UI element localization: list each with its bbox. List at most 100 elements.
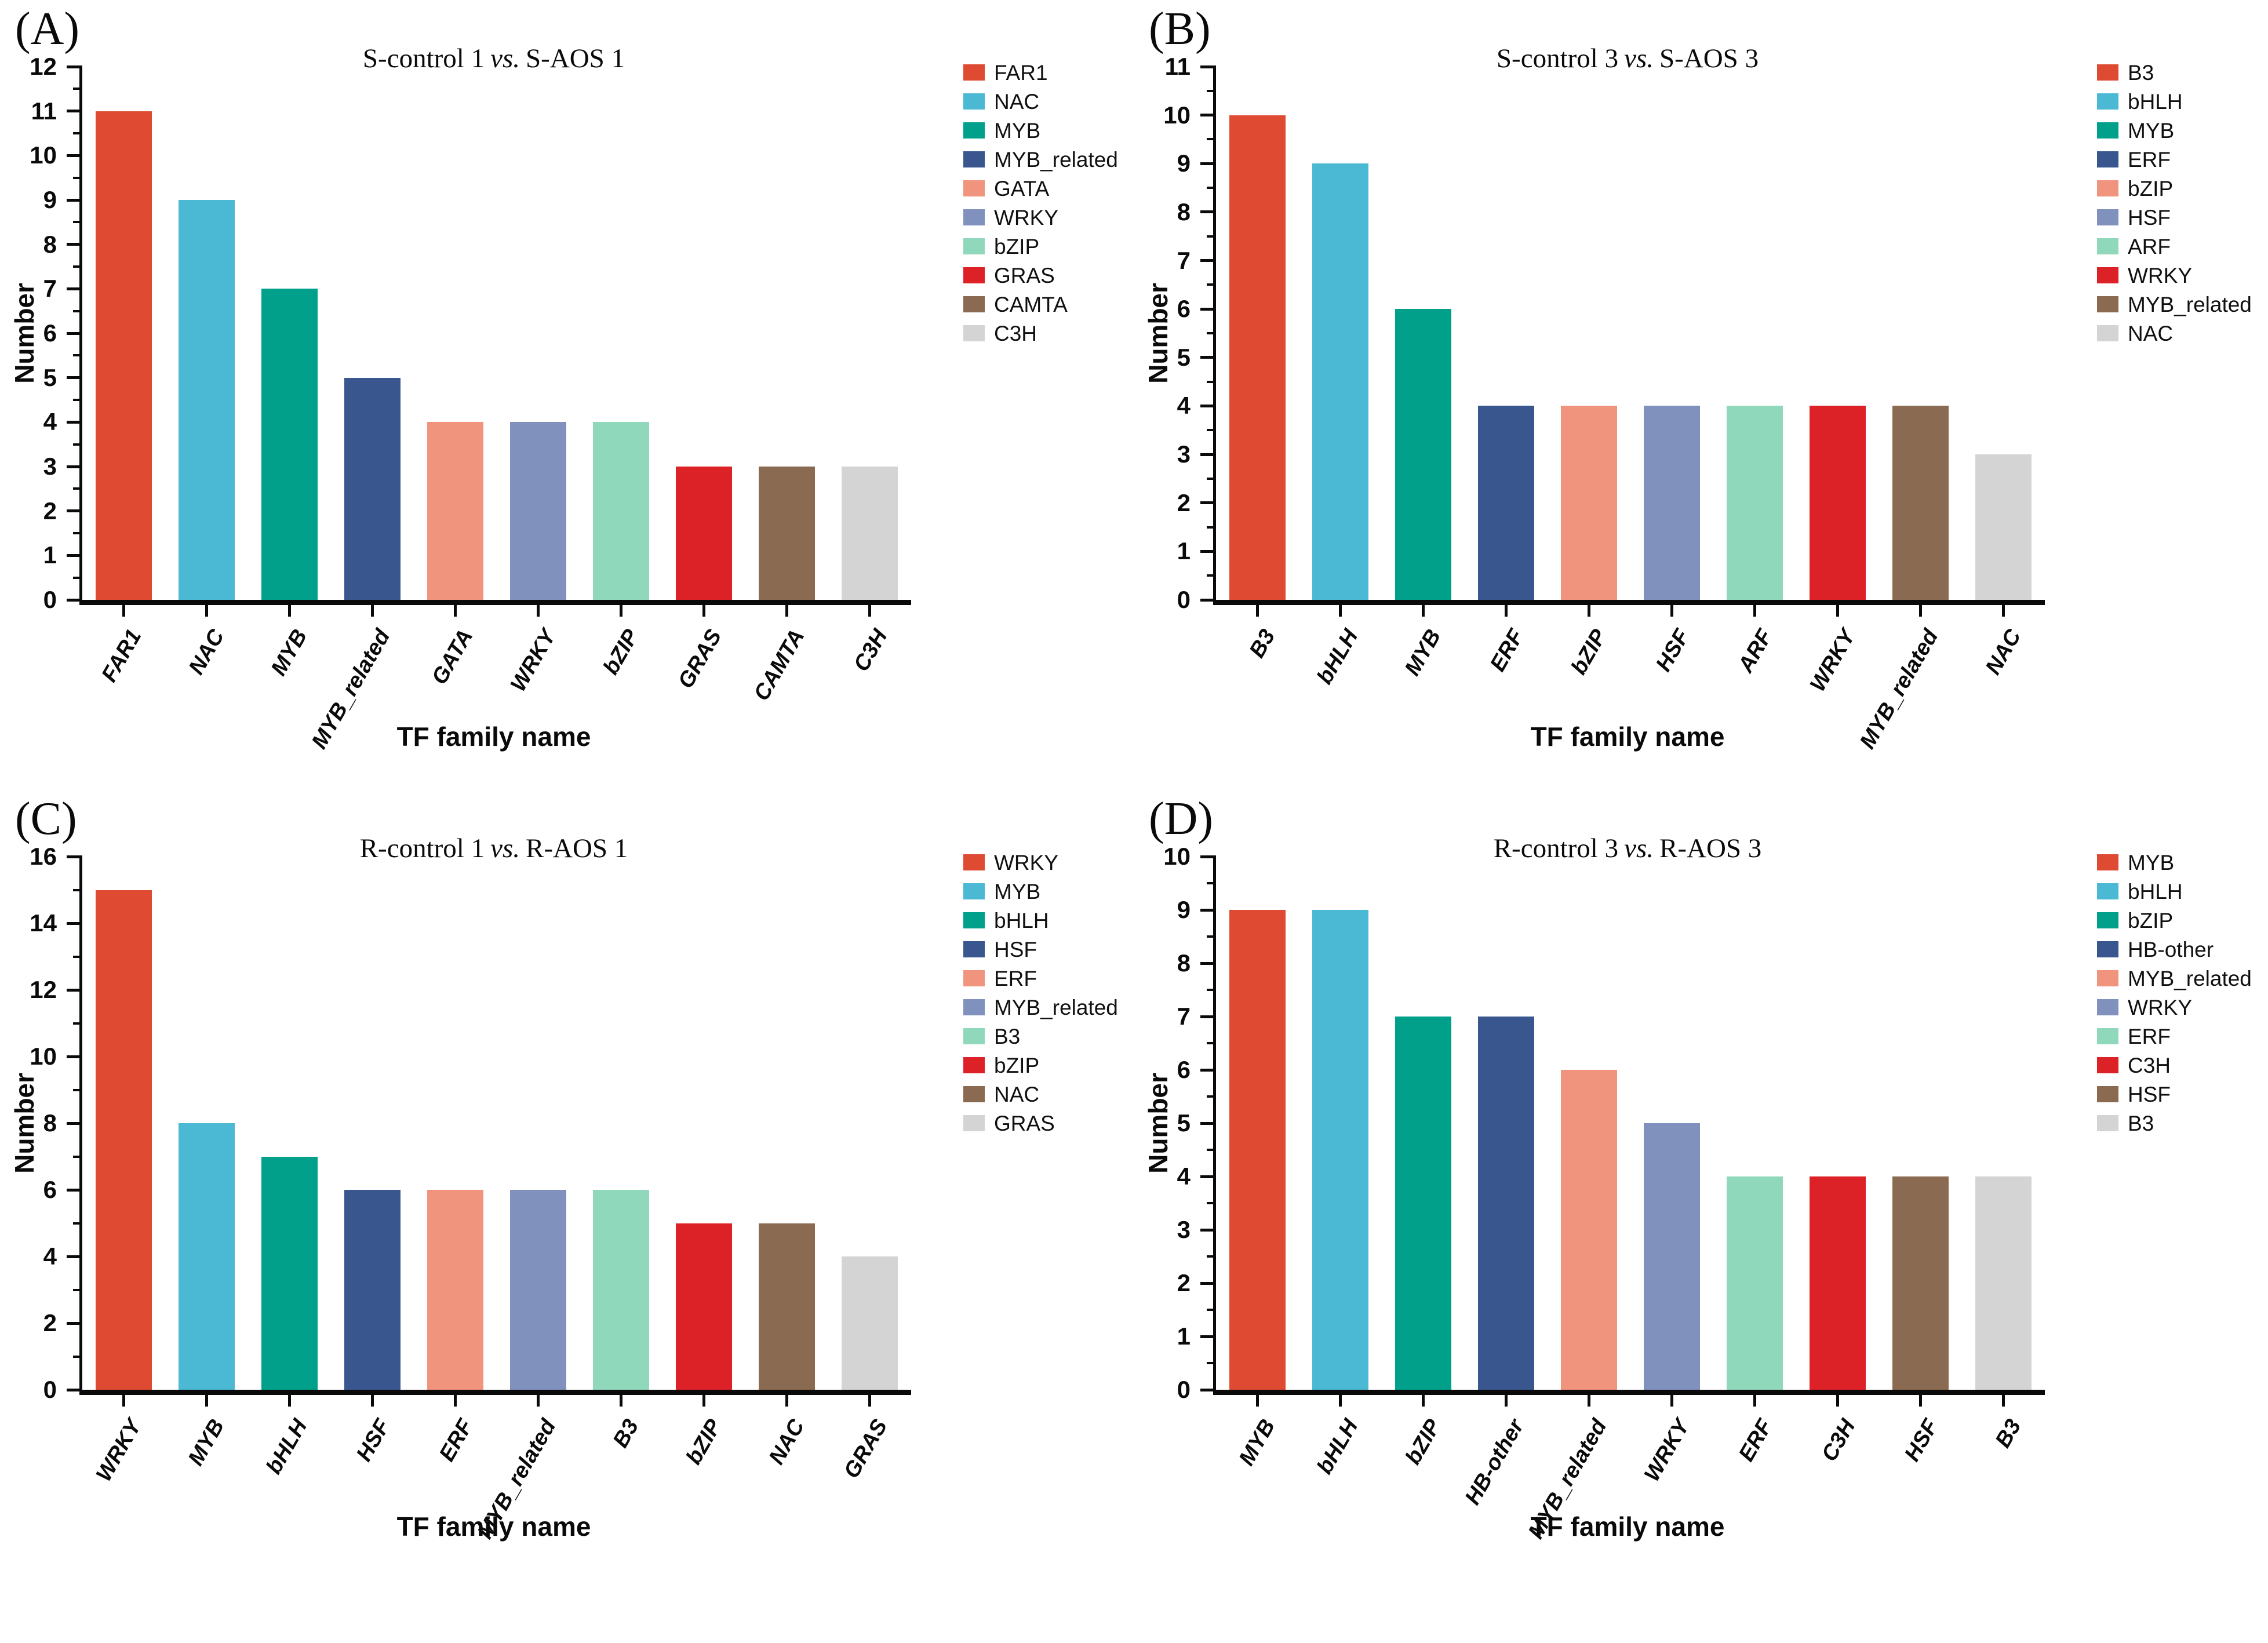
y-minor-tick (1207, 235, 1216, 238)
x-axis-label: TF family name (1530, 1511, 1725, 1542)
y-major-tick (67, 420, 82, 424)
bar-NAC (1975, 454, 2032, 600)
x-axis-label: TF family name (1530, 722, 1725, 752)
bar-WRKY (96, 890, 152, 1390)
y-tick-label: 2 (43, 497, 57, 524)
y-major-tick (1200, 1281, 1216, 1285)
legend-item-WRKY: WRKY (2097, 993, 2252, 1022)
legend-label: NAC (994, 89, 1040, 114)
x-tick (1919, 1395, 1922, 1407)
x-tick (2002, 605, 2005, 617)
x-tick (2002, 1395, 2005, 1407)
y-minor-tick (1207, 935, 1216, 938)
title-left: S-control 3 (1496, 43, 1619, 74)
bar-MYB_related (344, 377, 401, 600)
x-tick (122, 605, 125, 617)
y-minor-tick (73, 955, 82, 958)
legend-item-CAMTA: CAMTA (963, 290, 1118, 319)
y-major-tick (67, 331, 82, 335)
legend-item-B3: B3 (2097, 58, 2252, 87)
x-tick (205, 605, 208, 617)
title-left: R-control 3 (1493, 833, 1619, 864)
y-major-tick (1200, 501, 1216, 505)
bar-bZIP (1395, 1017, 1451, 1390)
y-tick-label: 6 (1177, 1056, 1191, 1083)
y-major-tick (1200, 908, 1216, 912)
bar-bHLH (261, 1156, 318, 1390)
y-tick-label: 4 (43, 1243, 57, 1270)
bar-CAMTA (759, 467, 815, 600)
legend-item-B3: B3 (963, 1022, 1118, 1051)
legend-label: WRKY (994, 205, 1058, 229)
y-tick-label: 6 (43, 319, 57, 347)
legend-item-WRKY: WRKY (963, 203, 1118, 232)
legend-item-C3H: C3H (963, 319, 1118, 348)
y-major-tick (67, 1055, 82, 1058)
legend-swatch-icon (963, 970, 985, 986)
legend-item-ERF: ERF (963, 964, 1118, 993)
y-tick-label: 9 (1177, 150, 1191, 177)
y-tick-label: 4 (43, 408, 57, 436)
y-tick-label: 8 (43, 1109, 57, 1136)
legend: WRKY MYB bHLH HSF ERF MYB_related B3 bZIP NAC GRA… (963, 848, 1118, 1138)
y-minor-tick (73, 88, 82, 90)
bar-MYB_related (510, 1190, 566, 1390)
panel-c: (C) R-control 1 vs. R-AOS 1 Number 0 2 4 6 8 10… (0, 790, 1134, 1580)
bar-MYB (1229, 910, 1286, 1390)
y-minor-tick (73, 576, 82, 579)
legend-label: bZIP (2128, 176, 2174, 201)
legend-item-bHLH: bHLH (963, 906, 1118, 935)
y-tick-label: 3 (1177, 440, 1191, 468)
legend-label: WRKY (2128, 995, 2192, 1019)
x-tick (1339, 1395, 1342, 1407)
y-minor-tick (73, 309, 82, 312)
y-major-tick (67, 110, 82, 113)
legend-label: MYB_related (994, 995, 1118, 1019)
y-tick-label: 3 (1177, 1216, 1191, 1243)
y-major-tick (67, 598, 82, 602)
y-tick-label: 14 (30, 909, 57, 937)
x-tick (288, 1395, 291, 1407)
y-major-tick (67, 154, 82, 157)
y-minor-tick (1207, 1309, 1216, 1311)
legend-label: bHLH (994, 908, 1049, 932)
y-major-tick (1200, 598, 1216, 602)
legend-swatch-icon (963, 1057, 985, 1073)
y-major-tick (67, 921, 82, 925)
y-tick-label: 1 (1177, 537, 1191, 565)
y-tick-label: 0 (1177, 586, 1191, 613)
y-major-tick (67, 65, 82, 68)
bar-B3 (1229, 115, 1286, 600)
y-tick-label: 0 (43, 1376, 57, 1403)
y-minor-tick (73, 176, 82, 179)
legend-item-FAR1: FAR1 (963, 58, 1118, 87)
x-tick (620, 1395, 622, 1407)
legend-item-bZIP: bZIP (2097, 906, 2252, 935)
legend-label: HSF (994, 937, 1037, 961)
y-tick-label: 8 (1177, 949, 1191, 977)
bar-C3H (1810, 1176, 1866, 1390)
x-tick (1753, 1395, 1756, 1407)
y-tick-label: 4 (1177, 1163, 1191, 1190)
y-tick-label: 5 (1177, 1109, 1191, 1136)
legend-label: HB-other (2128, 937, 2214, 961)
bar-B3 (1975, 1176, 2032, 1390)
legend-swatch-icon (2097, 64, 2118, 81)
legend-label: MYB_related (2128, 292, 2252, 316)
legend-label: MYB_related (2128, 966, 2252, 990)
x-tick (1919, 605, 1922, 617)
legend-item-WRKY: WRKY (2097, 261, 2252, 290)
x-tick (1836, 605, 1839, 617)
legend-swatch-icon (2097, 93, 2118, 110)
y-major-tick (1200, 1175, 1216, 1178)
legend-label: B3 (2128, 1111, 2154, 1135)
y-tick-label: 3 (43, 453, 57, 480)
title-right: S-AOS 3 (1659, 43, 1759, 74)
y-tick-label: 9 (43, 186, 57, 213)
bar-HSF (1644, 406, 1700, 600)
title-right: R-AOS 1 (526, 833, 628, 864)
legend-label: HSF (2128, 1082, 2171, 1106)
legend-swatch-icon (963, 854, 985, 870)
